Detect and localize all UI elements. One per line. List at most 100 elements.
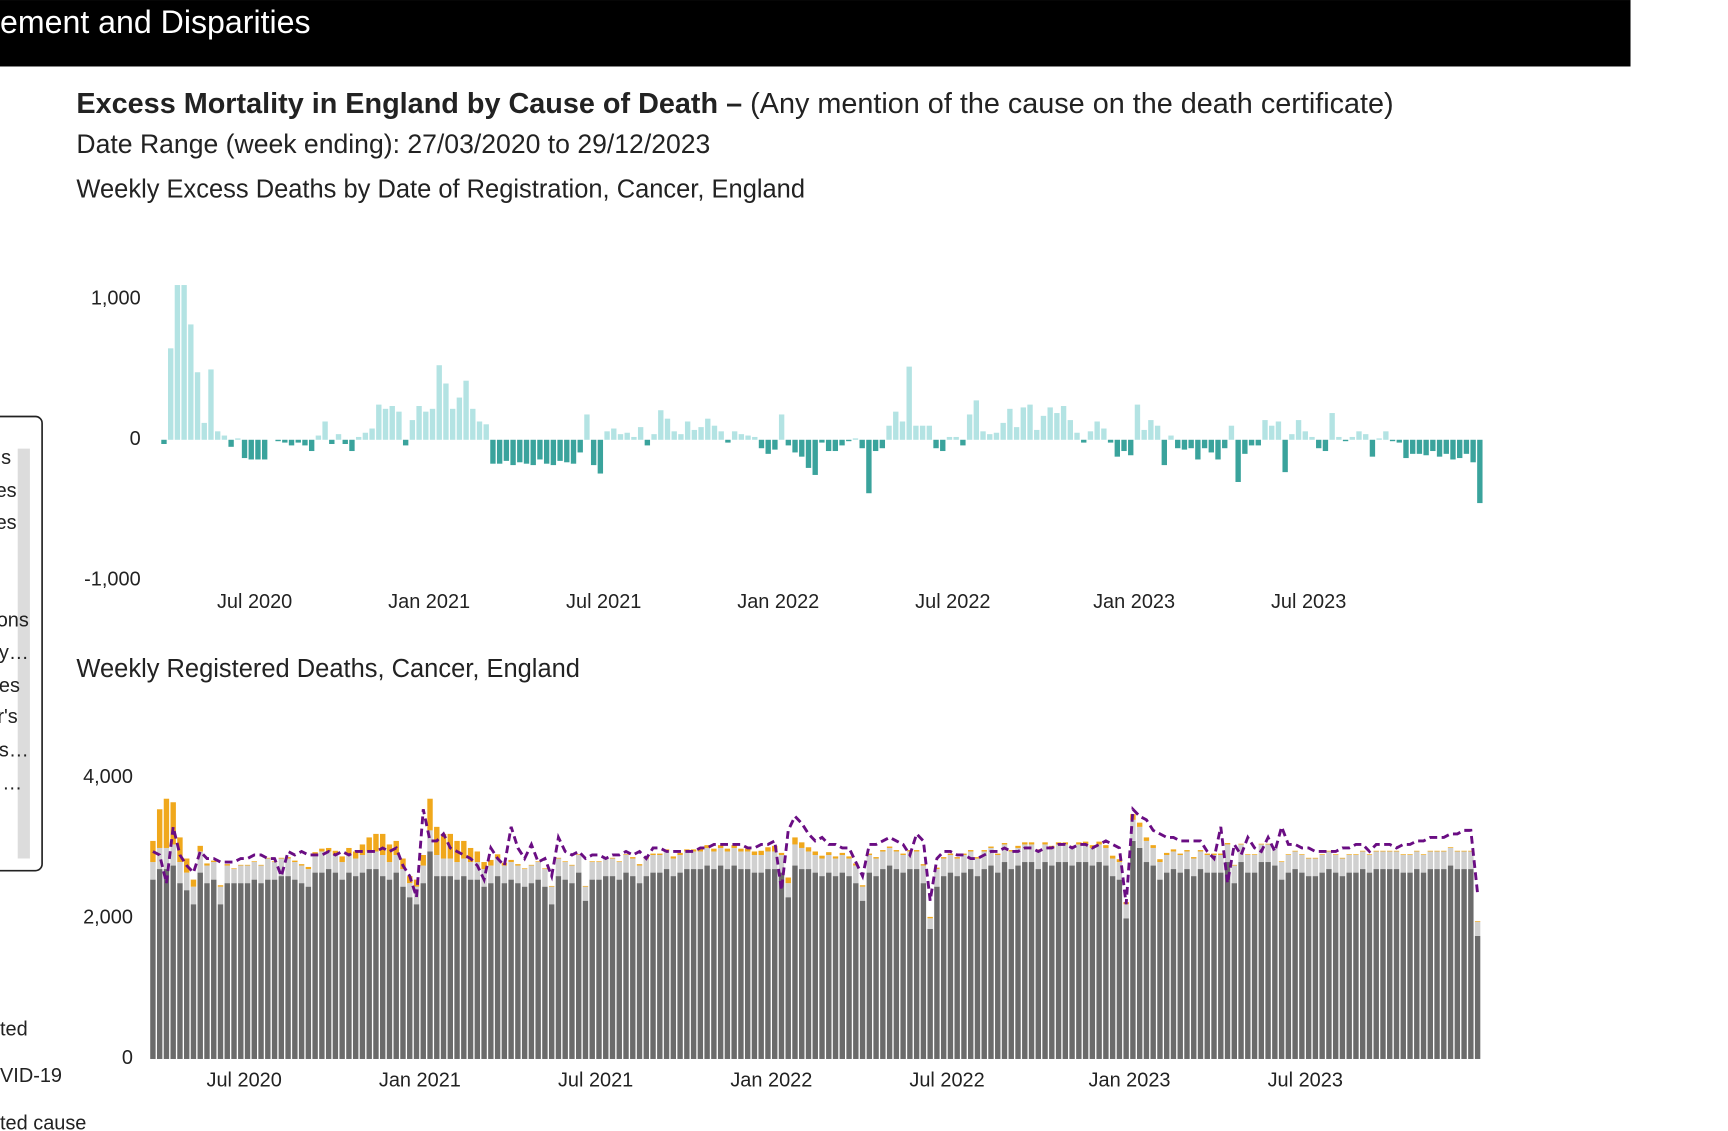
bar xyxy=(859,439,865,449)
bar-segment xyxy=(1346,854,1352,873)
bar-segment xyxy=(677,872,683,1059)
bar xyxy=(765,439,771,454)
bar-segment xyxy=(454,879,460,1059)
bar xyxy=(772,439,778,450)
bar xyxy=(1389,439,1396,442)
bar-segment xyxy=(1278,861,1285,863)
x-tick-label: Jul 2023 xyxy=(1271,591,1346,613)
bar-segment xyxy=(758,872,764,1059)
bar-segment xyxy=(184,872,190,891)
bar-segment xyxy=(1339,857,1346,859)
bar-segment xyxy=(1103,845,1109,848)
bar-segment xyxy=(231,869,237,884)
bar-segment xyxy=(211,862,217,880)
bar-segment xyxy=(1069,865,1075,1059)
bar-segment xyxy=(1414,869,1420,1059)
bar-segment xyxy=(373,851,379,870)
bar-segment xyxy=(920,864,927,866)
bar-segment xyxy=(670,858,677,877)
bar-segment xyxy=(1305,858,1312,877)
bar-segment xyxy=(940,857,947,859)
bar-segment xyxy=(1339,876,1346,1059)
bar-segment xyxy=(312,872,318,1059)
bar-segment xyxy=(400,869,406,887)
bar-segment xyxy=(386,844,393,863)
bar-segment xyxy=(1082,844,1089,863)
bar-segment xyxy=(940,858,947,877)
bar xyxy=(1463,439,1470,454)
bar xyxy=(402,439,409,446)
bar xyxy=(1107,439,1114,443)
bar-segment xyxy=(177,862,183,884)
bar xyxy=(517,439,523,463)
bar-segment xyxy=(1231,883,1237,1059)
bar-segment xyxy=(1028,842,1035,845)
bar xyxy=(168,348,174,440)
bar-segment xyxy=(1197,851,1204,870)
bar-segment xyxy=(1292,869,1298,1059)
bar-segment xyxy=(1076,842,1082,845)
bar-segment xyxy=(900,872,906,1059)
bar-segment xyxy=(738,851,744,870)
bar-segment xyxy=(1332,854,1339,855)
bar-segment xyxy=(778,872,785,1059)
bar xyxy=(1201,439,1208,449)
bar-segment xyxy=(1164,854,1170,873)
bar-segment xyxy=(1299,854,1305,873)
bar-segment xyxy=(900,853,906,855)
bar-segment xyxy=(974,857,981,859)
bar-segment xyxy=(724,848,731,852)
bar xyxy=(376,404,382,440)
x-tick-label: Jul 2022 xyxy=(909,1069,984,1091)
bar-segment xyxy=(325,851,332,870)
bar xyxy=(1396,439,1402,443)
bar xyxy=(725,439,731,443)
bar-segment xyxy=(812,872,818,1059)
bar xyxy=(792,439,798,453)
bar xyxy=(1087,431,1094,440)
bar-segment xyxy=(1116,862,1123,880)
bar-segment xyxy=(873,876,879,1059)
bar xyxy=(1154,425,1161,440)
bar xyxy=(1040,415,1047,440)
bar-segment xyxy=(1251,854,1258,873)
bar-segment xyxy=(454,862,460,880)
bar-segment xyxy=(636,883,643,1059)
bar-segment xyxy=(386,879,393,1059)
bar-segment xyxy=(995,853,1001,855)
bar-segment xyxy=(380,876,386,1059)
bar-segment xyxy=(562,861,568,863)
bar-segment xyxy=(1387,850,1393,852)
bar-segment xyxy=(1400,872,1406,1059)
bar-segment xyxy=(1035,851,1041,870)
bar-segment xyxy=(359,854,366,873)
bar-segment xyxy=(913,850,920,852)
bar-segment xyxy=(717,847,724,866)
bar-segment xyxy=(596,861,602,863)
bar-segment xyxy=(265,858,271,880)
bar-segment xyxy=(880,869,886,1059)
bar-segment xyxy=(285,857,291,859)
bar-segment xyxy=(1461,851,1467,870)
bar-segment xyxy=(785,883,791,898)
bar-segment xyxy=(325,869,332,1059)
bar-segment xyxy=(886,865,893,1059)
scrollbar[interactable] xyxy=(17,448,30,859)
bar-segment xyxy=(1082,862,1089,1059)
x-tick-label: Jan 2023 xyxy=(1089,1069,1171,1091)
bar xyxy=(1215,439,1221,460)
bar-segment xyxy=(961,872,967,1059)
bar-segment xyxy=(1001,843,1008,845)
bar-segment xyxy=(1022,842,1028,845)
bar-segment xyxy=(1123,918,1129,1059)
bar-segment xyxy=(461,876,467,1059)
bar xyxy=(1013,427,1020,440)
bar-segment xyxy=(711,851,717,870)
y-tick-label: 2,000 xyxy=(83,907,133,929)
bar xyxy=(564,439,570,463)
bar-segment xyxy=(474,862,481,880)
bar-segment xyxy=(1028,844,1035,863)
bar xyxy=(335,434,342,440)
bar-segment xyxy=(995,854,1001,873)
bar-segment xyxy=(1089,865,1096,1059)
